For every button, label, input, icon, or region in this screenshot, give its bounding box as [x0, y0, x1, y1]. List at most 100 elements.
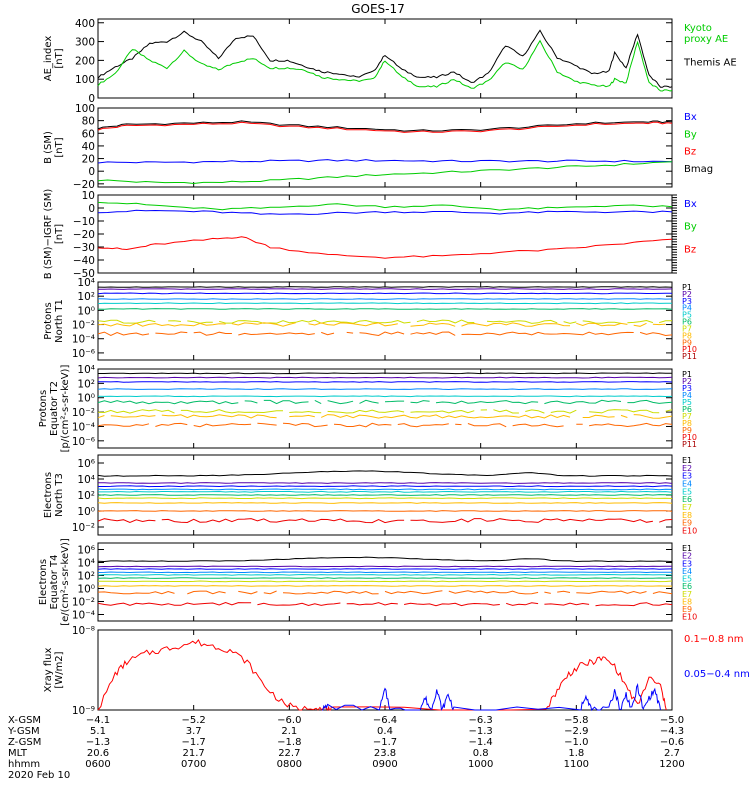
- channel-label: E8: [682, 597, 692, 606]
- axis-value: 23.8: [374, 748, 396, 759]
- legend-entry: Bz: [684, 244, 696, 255]
- axis-value: 2.1: [281, 726, 297, 737]
- y-tick-label: −30: [73, 242, 95, 254]
- channel-p3: [98, 381, 673, 383]
- series-bx: [97, 159, 673, 164]
- y-axis-label: [nT]: [54, 224, 65, 244]
- channel-label: P5: [682, 398, 692, 407]
- y-axis-label: [e/(cm²-s-sr-keV)]: [60, 538, 71, 626]
- axis-value: 0700: [181, 759, 206, 770]
- series-kyoto-proxy-ae: [97, 39, 673, 92]
- channel-p2: [97, 376, 673, 379]
- axis-value: −0.6: [660, 737, 684, 748]
- y-tick-label: 300: [75, 37, 95, 49]
- channel-e4: [97, 488, 673, 491]
- axis-value: 0800: [277, 759, 302, 770]
- channel-p1: [98, 372, 672, 375]
- channel-label: P7: [682, 412, 692, 421]
- channel-label: E1: [682, 544, 692, 553]
- channel-label: P3: [682, 384, 692, 393]
- series-bmag: [97, 120, 673, 132]
- channel-p1: [97, 286, 673, 288]
- axis-value: −1.3: [469, 726, 493, 737]
- y-axis-label: Electrons: [38, 559, 49, 605]
- row-label: X-GSM: [8, 715, 41, 726]
- channel-p2: [98, 288, 673, 290]
- axis-value: 0.4: [377, 726, 393, 737]
- y-tick-label: 100: [75, 103, 95, 115]
- legend-entry: Bx: [684, 112, 697, 123]
- series-themis-ae: [97, 29, 673, 88]
- y-axis-label: [nT]: [54, 48, 65, 68]
- channel-p5: [97, 302, 672, 305]
- legend-entry: By: [684, 129, 697, 140]
- panel-pe: 10⁴ 10² 10⁰ 10⁻² 10⁻⁴ 10⁻⁶ Protons Equator T2 [p…: [38, 364, 697, 452]
- axis-value: −1.3: [86, 737, 110, 748]
- channel-p9: [97, 422, 673, 428]
- channel-label: P8: [682, 331, 692, 340]
- channel-p4: [97, 388, 673, 391]
- y-axis-label: [W/m2]: [54, 651, 65, 688]
- channel-label: E7: [682, 590, 692, 599]
- series-0-05-0-4-nm: [321, 682, 661, 711]
- axis-value: 3.7: [186, 726, 202, 737]
- axis-value: −1.7: [373, 737, 397, 748]
- channel-p6: [97, 399, 673, 405]
- legend-entry: Bz: [684, 147, 696, 158]
- legend-entry: Themis AE: [683, 58, 737, 69]
- channel-label: E7: [682, 503, 692, 512]
- channel-label: E9: [682, 605, 692, 614]
- legend-entry: Kyoto: [684, 23, 712, 34]
- channel-label: P9: [682, 338, 692, 347]
- y-tick-label: 0: [88, 93, 95, 105]
- y-tick-label: 10⁻²: [72, 407, 95, 419]
- channel-label: P6: [682, 318, 692, 327]
- channel-label: E4: [682, 480, 692, 489]
- y-tick-label: 10⁻⁴: [72, 334, 95, 346]
- y-tick-label: 10⁶: [77, 545, 95, 557]
- y-tick-label: 0: [88, 166, 95, 178]
- y-tick-label: 80: [82, 116, 95, 128]
- y-tick-label: 10²: [77, 378, 95, 390]
- axis-value: −1.0: [564, 737, 588, 748]
- channel-label: E10: [682, 613, 697, 622]
- series-bz: [97, 121, 673, 133]
- channel-p8: [97, 414, 673, 419]
- legend-entry: By: [684, 222, 697, 233]
- axis-value: 20.6: [87, 748, 109, 759]
- y-tick-label: 10⁴: [77, 364, 95, 376]
- y-tick-label: −50: [73, 268, 95, 280]
- channel-e6: [97, 577, 673, 579]
- channel-e9: [97, 590, 673, 595]
- channel-e3: [98, 485, 673, 488]
- axis-value: −4.3: [660, 726, 684, 737]
- channel-label: E5: [682, 487, 692, 496]
- y-tick-label: −40: [73, 255, 95, 267]
- y-tick-label: 10⁻²: [72, 597, 95, 609]
- y-axis-label: Xray flux: [43, 648, 54, 693]
- channel-label: P9: [682, 426, 692, 435]
- y-tick-label: 0: [88, 203, 95, 215]
- channel-label: P4: [682, 391, 692, 400]
- series-bx: [97, 209, 673, 215]
- axis-value: −2.9: [564, 726, 588, 737]
- channel-label: P11: [682, 352, 697, 361]
- channel-e5: [97, 573, 673, 576]
- axis-value: 5.1: [90, 726, 106, 737]
- channel-p7: [97, 409, 673, 414]
- y-tick-label: −10: [73, 216, 95, 228]
- y-tick-label: 10⁻⁸: [72, 625, 95, 637]
- channel-p6: [97, 308, 673, 310]
- channel-e8: [97, 585, 672, 587]
- y-axis-label: B (SM)−IGRF (SM): [43, 189, 54, 280]
- row-label: Y-GSM: [7, 726, 40, 737]
- channel-p8: [98, 323, 672, 327]
- channel-label: E1: [682, 456, 692, 465]
- channel-label: P1: [682, 283, 692, 292]
- channel-e8: [97, 502, 673, 504]
